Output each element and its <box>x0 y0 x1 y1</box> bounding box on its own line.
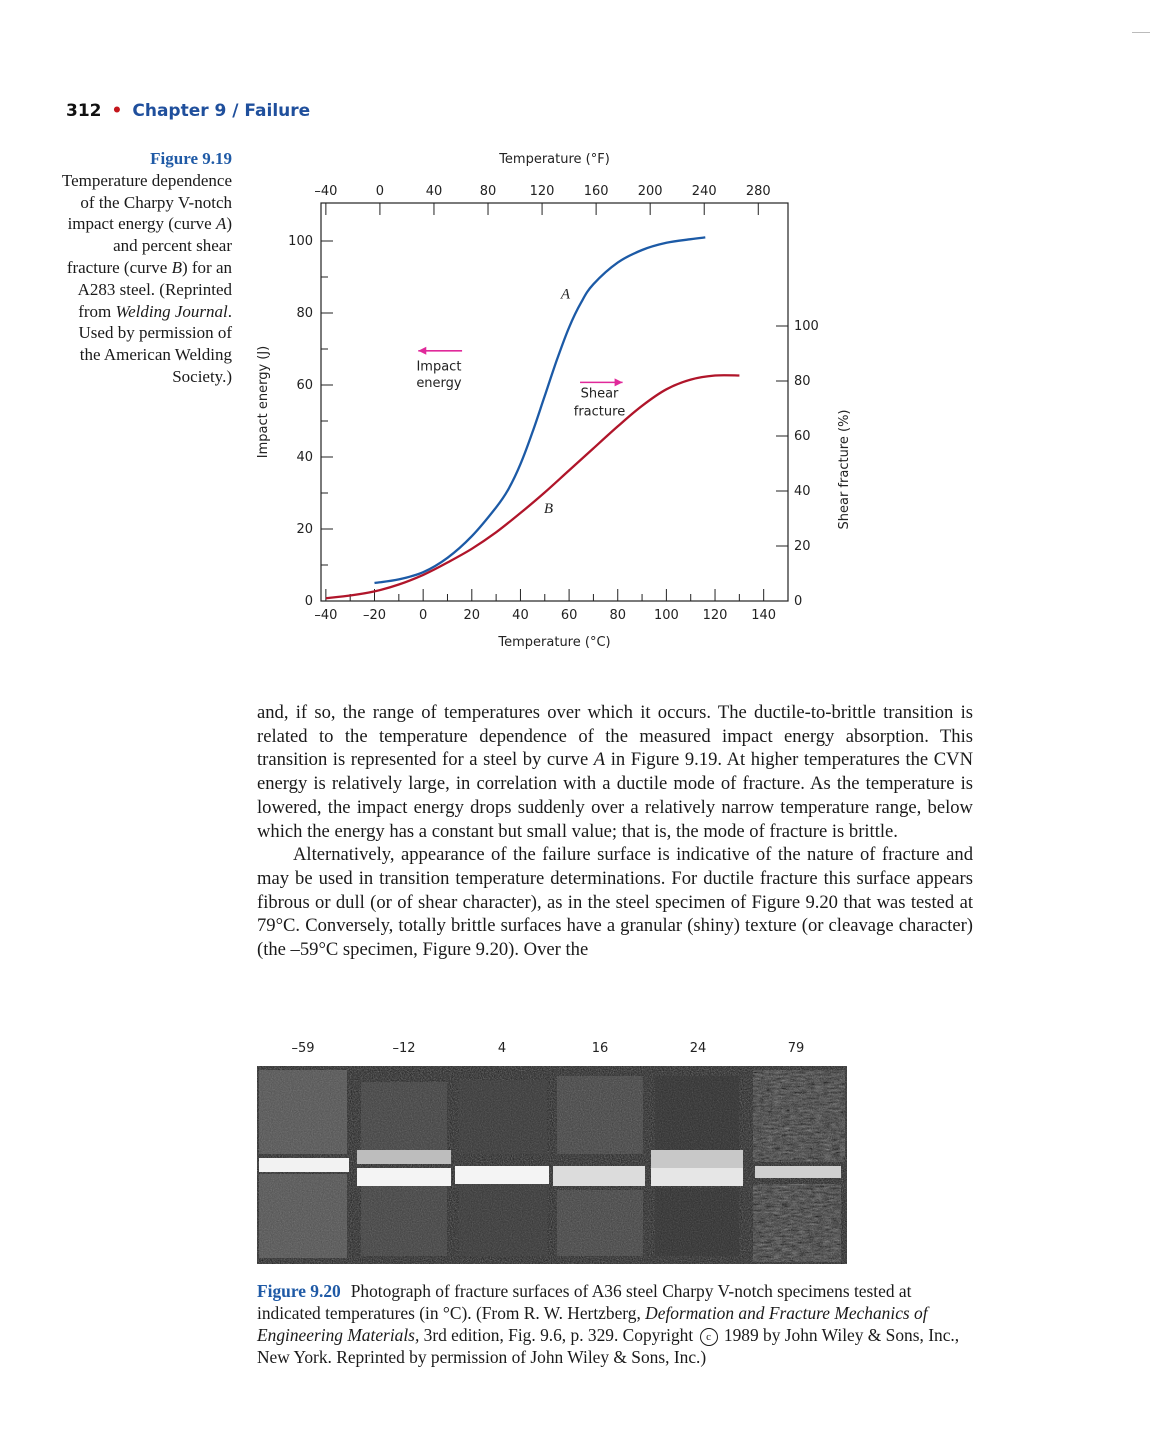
y-right-tick-label: 0 <box>794 594 802 609</box>
page-corner-rule <box>1132 32 1150 33</box>
figure-9-19-label: Figure 9.19 <box>150 149 232 168</box>
x-tick-label: 40 <box>512 608 529 623</box>
text-run: in Figure 9.19. At higher temperatures t… <box>257 749 973 842</box>
specimen-temp-label: 24 <box>689 1041 707 1056</box>
x-tick-label: 120 <box>703 608 728 623</box>
impact-energy-arrowhead <box>418 346 427 355</box>
x-top-tick-label: 80 <box>480 184 497 199</box>
figure-9-19-caption-text: Temperature dependence of the Charpy V-n… <box>62 171 232 386</box>
figure-9-19-caption: Figure 9.19 Temperature dependence of th… <box>56 148 232 388</box>
specimen-temp-label: –59 <box>291 1041 315 1056</box>
specimen-6 <box>753 1070 845 1262</box>
text-run: and, if so, the range of temperatures ov… <box>257 702 973 771</box>
specimen-temp-label: 16 <box>591 1041 609 1056</box>
series-line-B <box>325 374 740 600</box>
text-run: A <box>593 749 606 771</box>
y-tick-label: 100 <box>288 234 313 249</box>
specimen-temp-label: 4 <box>497 1041 507 1056</box>
specimen-3 <box>455 1080 549 1256</box>
y-right-tick-label: 100 <box>794 319 819 334</box>
x-tick-label: –40 <box>314 608 337 623</box>
series-line-A <box>374 236 706 585</box>
copyright-symbol: c <box>699 1328 718 1346</box>
chart-arrows <box>418 346 623 387</box>
x-tick-label: 0 <box>419 608 427 623</box>
specimen-4 <box>553 1076 645 1256</box>
curve-b-label: B <box>544 501 553 517</box>
x-axis-label-celsius: Temperature (°C) <box>497 635 610 650</box>
chart-series <box>325 236 740 600</box>
specimen-5 <box>651 1076 743 1256</box>
text-run: ) for an A283 steel. (Reprinted from <box>77 257 232 321</box>
curve-a-label: A <box>560 287 571 303</box>
text-run: ) and percent shear fracture (curve <box>66 214 232 277</box>
plot-frame <box>320 202 789 602</box>
x-tick-label: 20 <box>464 608 481 623</box>
impact-energy-annotation-line-1: Impact <box>416 360 461 375</box>
y-axis-label-shear-fracture: Shear fracture (%) <box>837 410 852 530</box>
shear-fracture-annotation-line-2: fracture <box>574 404 625 419</box>
chapter-title: Chapter 9 / Failure <box>132 101 311 121</box>
page-number: 312 <box>66 101 102 121</box>
y-right-tick-label: 60 <box>794 429 811 444</box>
running-head: 312 • Chapter 9 / Failure <box>66 101 310 121</box>
shear-fracture-annotation-line-1: Shear <box>581 387 619 402</box>
text-run: . Used by permission of the American Wel… <box>78 301 232 386</box>
chart-ticks: –40 –20 0 20 40 60 80 100 120 140–40 0 40 80 120 160 20… <box>288 184 819 623</box>
body-text: and, if so, the range of temperatures ov… <box>257 701 973 962</box>
body-paragraph-1: and, if so, the range of temperatures ov… <box>257 701 973 843</box>
y-axis-label-impact-energy: Impact energy (J) <box>256 346 271 459</box>
x-top-tick-label: –40 <box>314 184 337 199</box>
y-tick-label: 20 <box>296 522 313 537</box>
x-top-tick-label: 120 <box>530 184 555 199</box>
y-tick-label: 0 <box>305 594 313 609</box>
header-bullet: • <box>111 101 123 121</box>
figure-9-20-caption-part-3: 1989 by John Wiley & Sons, Inc., New Yor… <box>257 1325 960 1367</box>
y-tick-label: 60 <box>296 378 313 393</box>
y-tick-label: 40 <box>296 450 313 465</box>
text-run: A <box>215 214 227 234</box>
impact-energy-annotation-line-2: energy <box>416 376 462 391</box>
x-top-tick-label: 40 <box>426 184 443 199</box>
figure-9-20-book-title: Deformation and Fracture Mechanics of En… <box>257 1303 928 1345</box>
figure-9-20-caption-part-2: 3rd edition, Fig. 9.6, p. 329. Copyright <box>419 1325 698 1345</box>
x-top-tick-label: 240 <box>692 184 717 199</box>
x-top-tick-label: 160 <box>584 184 609 199</box>
specimen-2 <box>357 1082 451 1256</box>
figure-9-20-caption: Figure 9.20 Photograph of fracture surfac… <box>257 1280 973 1368</box>
figure-9-20-label: Figure 9.20 <box>257 1281 341 1301</box>
x-tick-label: 100 <box>654 608 679 623</box>
text-run: Welding Journal <box>115 301 228 321</box>
x-tick-label: 140 <box>751 608 776 623</box>
shear-fracture-arrowhead <box>614 378 623 387</box>
text-run: Temperature dependence of the Charpy V-n… <box>61 170 232 234</box>
fracture-surfaces-photo <box>257 1066 847 1264</box>
y-right-tick-label: 80 <box>794 374 811 389</box>
y-tick-label: 80 <box>296 306 313 321</box>
figure-9-19-chart: –40 –20 0 20 40 60 80 100 120 140–40 0 40 80 120 160 20… <box>256 152 852 650</box>
text-run: B <box>171 257 182 277</box>
figure-9-20-caption-part-1: Photograph of fracture surfaces of A36 s… <box>257 1281 912 1323</box>
specimen-1 <box>259 1070 349 1258</box>
y-right-tick-label: 20 <box>794 539 811 554</box>
x-top-tick-label: 0 <box>376 184 384 199</box>
specimen-temperature-labels: –59 –12 4 16 24 79 <box>257 1041 847 1059</box>
y-right-tick-label: 40 <box>794 484 811 499</box>
text-run: Alternatively, appearance of the failure… <box>257 844 973 961</box>
x-axis-label-fahrenheit: Temperature (°F) <box>498 152 610 167</box>
chart-axes <box>320 202 789 602</box>
body-paragraph-2: Alternatively, appearance of the failure… <box>257 843 973 962</box>
x-top-tick-label: 200 <box>638 184 663 199</box>
specimen-temp-label: 79 <box>787 1041 805 1056</box>
specimen-temp-label: –12 <box>392 1041 416 1056</box>
x-tick-label: –20 <box>363 608 386 623</box>
x-tick-label: 60 <box>561 608 578 623</box>
x-top-tick-label: 280 <box>746 184 771 199</box>
x-tick-label: 80 <box>609 608 626 623</box>
